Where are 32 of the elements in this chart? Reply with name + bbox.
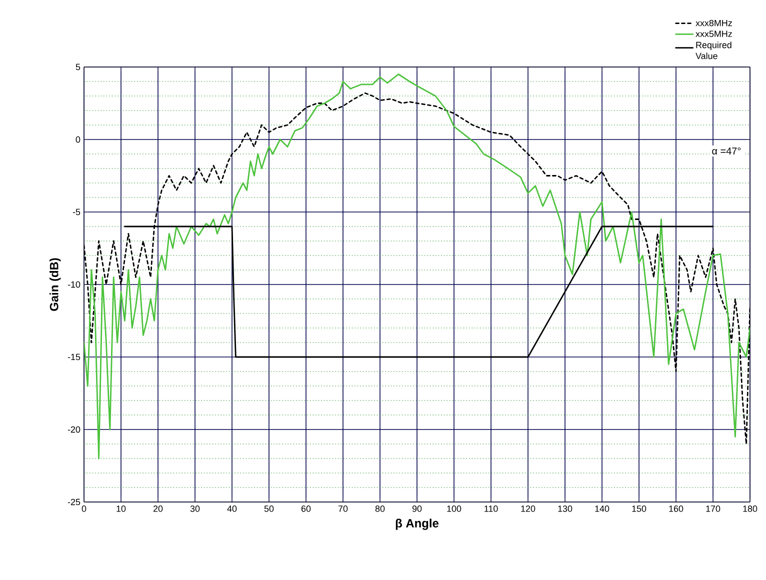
y-tick-label: -20 (68, 426, 80, 433)
legend-label: Required Value (696, 42, 732, 60)
y-tick-label: -15 (68, 354, 80, 360)
y-tick-label: -5 (72, 208, 80, 216)
x-tick-label: 20 (153, 506, 163, 512)
x-tick-label: 50 (264, 506, 274, 512)
x-tick-label: 100 (447, 506, 462, 512)
annotation: α =47° (712, 147, 741, 155)
x-tick-label: 140 (595, 506, 610, 512)
x-axis-title: β Angle (396, 518, 438, 530)
x-tick-label: 80 (375, 506, 385, 512)
y-tick-label: 0 (76, 136, 80, 143)
x-tick-label: 30 (190, 506, 200, 512)
y-tick-label: -10 (68, 281, 80, 288)
x-tick-label: 130 (558, 506, 572, 512)
x-tick-label: 10 (116, 506, 126, 512)
x-tick-label: 70 (338, 506, 348, 512)
x-tick-label: 110 (484, 506, 498, 512)
x-tick-label: 90 (412, 506, 422, 512)
x-tick-label: 180 (743, 506, 758, 512)
y-axis-title: Gain (dB) (50, 258, 61, 311)
x-tick-label: 160 (669, 506, 684, 512)
y-tick-label: -25 (68, 498, 80, 506)
legend-label: xxx8MHz (696, 20, 732, 26)
x-tick-label: 170 (706, 506, 720, 512)
y-tick-label: 5 (76, 64, 80, 70)
x-tick-label: 60 (301, 506, 311, 512)
x-tick-label: 150 (632, 506, 646, 512)
x-tick-label: 0 (82, 506, 86, 512)
legend-label: xxx5MHz (696, 30, 732, 38)
x-tick-label: 120 (521, 506, 536, 512)
x-tick-label: 40 (227, 506, 237, 512)
